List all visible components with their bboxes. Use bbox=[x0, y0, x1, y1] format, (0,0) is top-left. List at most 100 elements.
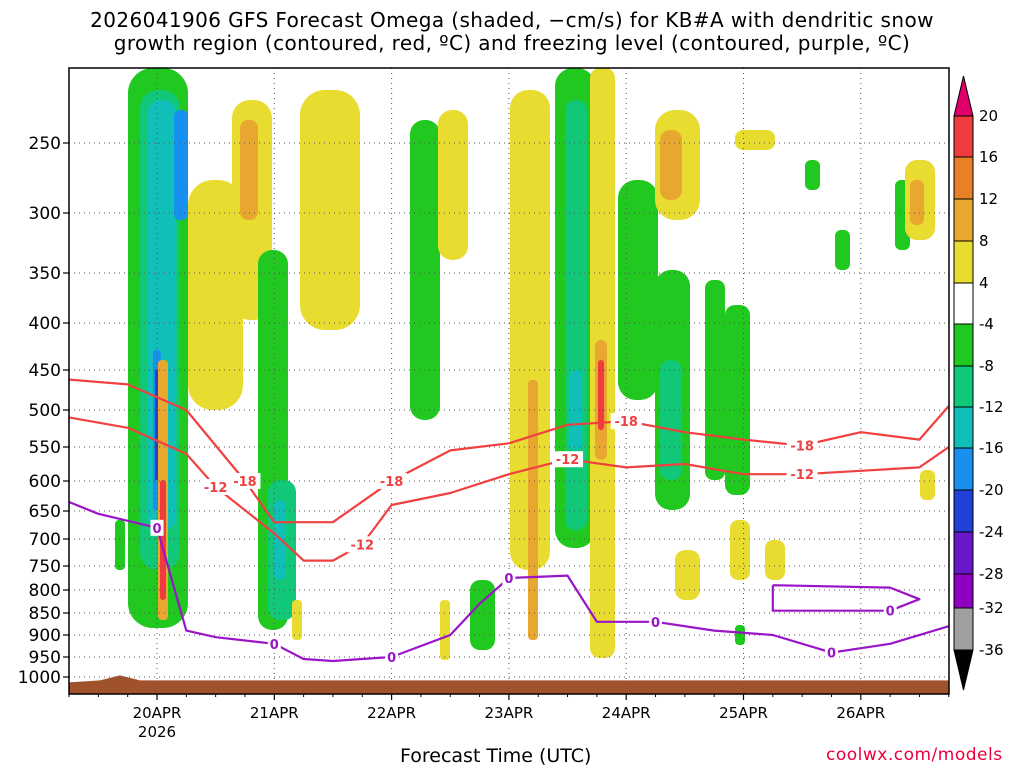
y-tick-label-550: 550 bbox=[29, 438, 61, 458]
colorbar-label--12: -12 bbox=[979, 398, 1004, 416]
contour-label-freezing_level_0: 0 bbox=[827, 647, 836, 662]
omega-patch-42 bbox=[115, 520, 125, 570]
colorbar-label--28: -28 bbox=[979, 565, 1004, 583]
y-tick-label-1000: 1000 bbox=[18, 668, 61, 688]
omega-patch-29 bbox=[660, 360, 682, 480]
colorbar-label--16: -16 bbox=[979, 439, 1004, 457]
contour-label-bg bbox=[649, 613, 663, 630]
contour-label-freezing_level_0: 0 bbox=[270, 638, 279, 653]
colorbar-band-8 bbox=[953, 447, 974, 491]
omega-patch-10 bbox=[240, 120, 258, 220]
x-tick-sublabel: 2026 bbox=[138, 723, 176, 741]
omega-patch-27 bbox=[660, 130, 682, 200]
y-tick-label-650: 650 bbox=[29, 502, 61, 522]
colorbar-label--20: -20 bbox=[979, 481, 1004, 499]
contour-label-dgz_-12: -12 bbox=[790, 468, 814, 483]
contour-label-bg bbox=[502, 570, 516, 586]
x-tick-label-26APR: 26APR bbox=[836, 704, 885, 722]
y-tick-label-950: 950 bbox=[29, 648, 61, 668]
y-tick-label-600: 600 bbox=[29, 472, 61, 492]
contour-label-dgz_-18: -18 bbox=[380, 475, 404, 490]
terrain-fill bbox=[69, 675, 949, 694]
contour-freezing_level_0_closed bbox=[771, 584, 921, 612]
colorbar-label--4: -4 bbox=[979, 315, 994, 333]
contour-label-bg bbox=[610, 413, 642, 430]
colorbar-band-12 bbox=[953, 607, 974, 651]
y-tick-label-350: 350 bbox=[29, 264, 61, 284]
y-tick-label-800: 800 bbox=[29, 581, 61, 601]
omega-patch-18 bbox=[528, 380, 538, 640]
colorbar-band-10 bbox=[953, 531, 974, 575]
contour-lines: -12 -12 -12 -12 -18 -18 -18 -18 0 0 0 0 0 0 0 bbox=[69, 378, 949, 666]
terrain-surface bbox=[69, 675, 949, 694]
colorbar: 20 16 12 8 4 -4 -8 -12 -16 -20 -24 -28 -32 -36 bbox=[953, 75, 1004, 691]
omega-patch-21 bbox=[570, 370, 582, 450]
y-tick-label-400: 400 bbox=[29, 314, 61, 334]
omega-patch-39 bbox=[730, 520, 750, 580]
contour-label-bg bbox=[786, 437, 818, 454]
contour-label-bg bbox=[150, 519, 164, 536]
omega-patch-37 bbox=[910, 180, 924, 225]
x-tick-label-24APR: 24APR bbox=[602, 704, 651, 722]
colorbar-band-3 bbox=[953, 240, 974, 284]
contour-label-freezing_level_0: 0 bbox=[152, 522, 161, 537]
omega-patch-31 bbox=[725, 305, 750, 495]
grid-lines bbox=[69, 68, 949, 694]
x-axis-title: Forecast Time (UTC) bbox=[400, 745, 592, 767]
colorbar-top-arrow bbox=[953, 75, 974, 117]
colorbar-label--8: -8 bbox=[979, 357, 994, 375]
contour-label-bg bbox=[267, 635, 281, 652]
contour-label-dgz_-18: -18 bbox=[790, 440, 814, 455]
colorbar-label--36: -36 bbox=[979, 641, 1004, 659]
omega-patch-25 bbox=[618, 180, 658, 400]
omega-patch-30 bbox=[705, 280, 725, 480]
contour-label-bg bbox=[229, 473, 261, 489]
chart-title-line-1: 2026041906 GFS Forecast Omega (shaded, −… bbox=[90, 8, 934, 32]
colorbar-label-4: 4 bbox=[979, 274, 989, 292]
y-tick-label-300: 300 bbox=[29, 204, 61, 224]
colorbar-label-8: 8 bbox=[979, 232, 989, 250]
colorbar-band-7 bbox=[953, 406, 974, 449]
colorbar-label-16: 16 bbox=[979, 148, 998, 166]
omega-patch-34 bbox=[835, 230, 850, 270]
omega-patch-43 bbox=[470, 580, 495, 650]
colorbar-label-20: 20 bbox=[979, 107, 998, 125]
x-tick-label-20APR: 20APR bbox=[133, 704, 182, 722]
contour-dgz_-18 bbox=[69, 378, 949, 524]
omega-patch-33 bbox=[805, 160, 820, 190]
contour-label-bg bbox=[376, 473, 408, 489]
colorbar-band-2 bbox=[953, 198, 974, 242]
contour-label-bg bbox=[786, 466, 818, 483]
contour-label-dgz_-12: -12 bbox=[556, 453, 580, 468]
contour-label-bg bbox=[200, 479, 232, 495]
omega-patch-38 bbox=[675, 550, 700, 600]
y-tick-label-700: 700 bbox=[29, 530, 61, 550]
omega-patch-15 bbox=[410, 120, 440, 420]
contour-label-dgz_-18: -18 bbox=[233, 475, 257, 490]
contour-label-dgz_-12: -12 bbox=[204, 481, 228, 496]
x-tick-label-21APR: 21APR bbox=[250, 704, 299, 722]
y-tick-label-850: 850 bbox=[29, 604, 61, 624]
x-tick-label-22APR: 22APR bbox=[367, 704, 416, 722]
colorbar-band-9 bbox=[953, 489, 974, 533]
contour-label-dgz_-18: -18 bbox=[614, 415, 638, 430]
omega-patch-7 bbox=[160, 480, 166, 600]
contour-label-freezing_level_0_closed: 0 bbox=[886, 605, 895, 620]
contour-label-freezing_level_0: 0 bbox=[387, 651, 396, 666]
contour-label-bg bbox=[883, 602, 897, 619]
omega-patch-41 bbox=[920, 470, 935, 500]
credit-link[interactable]: coolwx.com/models bbox=[826, 745, 1003, 765]
y-axis: 2503003504004505005506006507007508008509… bbox=[18, 134, 69, 688]
omega-patch-8 bbox=[188, 180, 243, 410]
colorbar-band-1 bbox=[953, 156, 974, 200]
omega-patch-17 bbox=[510, 90, 550, 570]
contour-label-bg bbox=[824, 644, 838, 661]
contour-label-dgz_-12: -12 bbox=[351, 538, 375, 553]
colorbar-band-0 bbox=[953, 115, 974, 158]
omega-shading bbox=[115, 68, 935, 660]
omega-patch-44 bbox=[440, 600, 450, 660]
y-tick-label-250: 250 bbox=[29, 134, 61, 154]
y-tick-label-900: 900 bbox=[29, 626, 61, 646]
